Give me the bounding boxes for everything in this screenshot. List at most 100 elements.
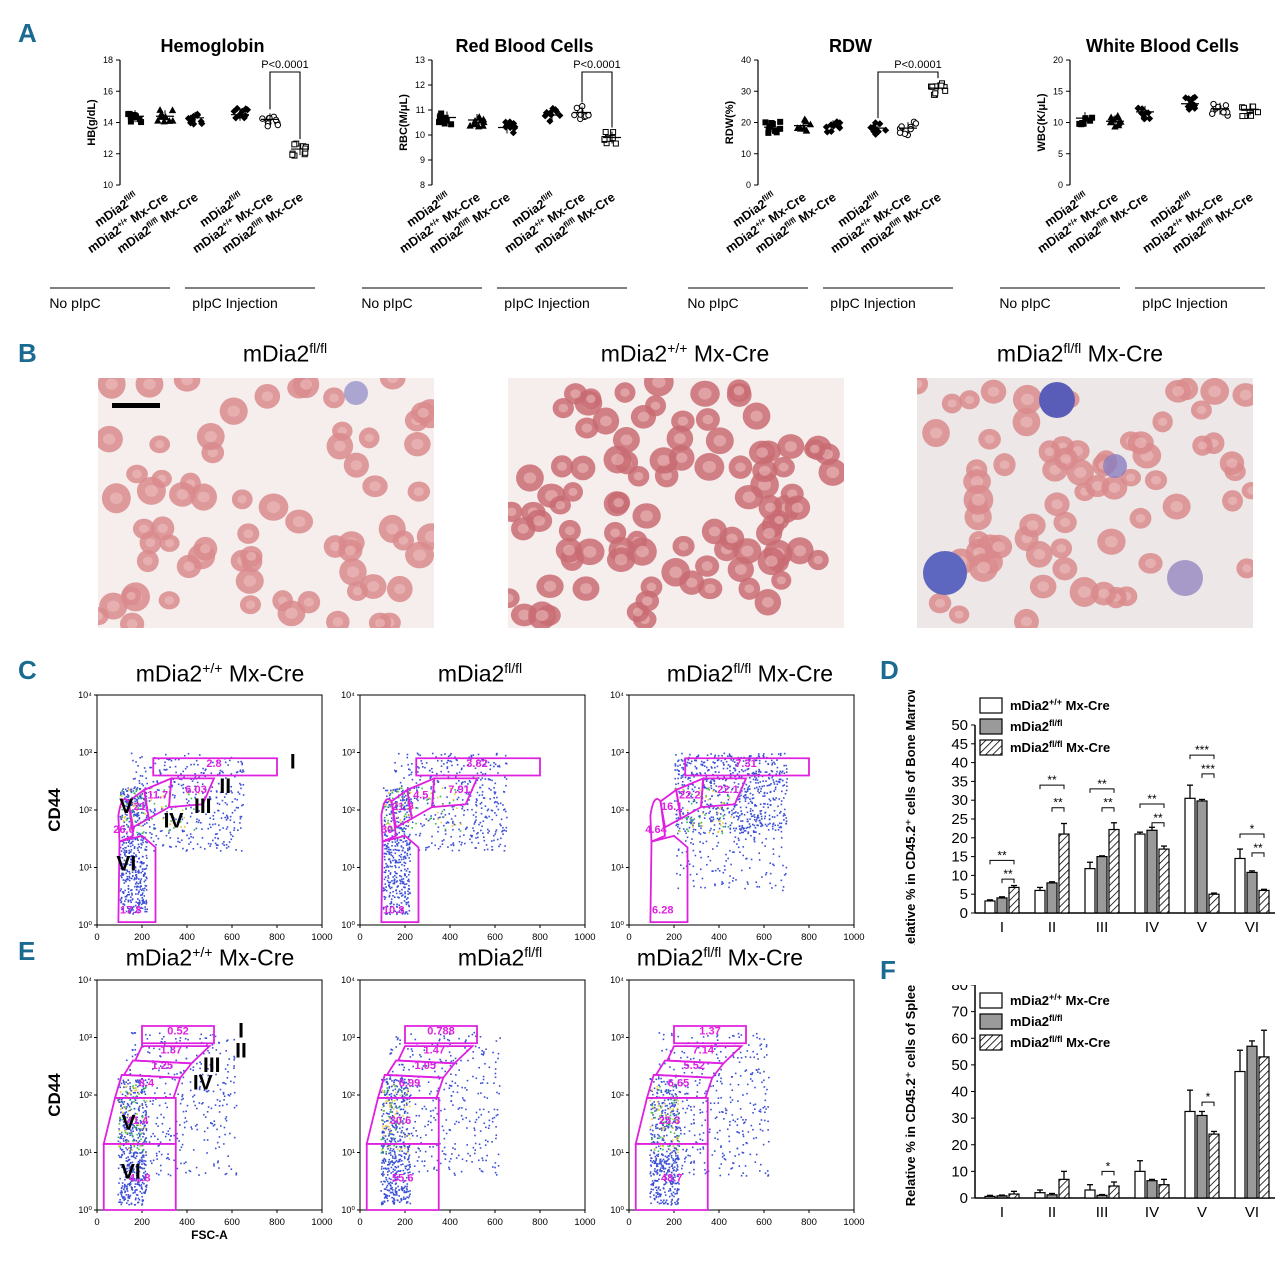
event-dot (170, 1049, 173, 1051)
event-dot (698, 825, 700, 827)
event-dot (215, 796, 218, 799)
event-dot (742, 854, 745, 857)
event-dot (134, 1054, 137, 1056)
event-dot (703, 784, 705, 786)
smear-title-3: mDia2fl/fl Mx-Cre (996, 340, 1164, 367)
event-dot (153, 802, 156, 805)
event-dot (402, 849, 404, 852)
event-dot (388, 886, 391, 888)
event-dot (776, 814, 779, 817)
event-dot (403, 1152, 405, 1155)
event-dot (392, 859, 394, 862)
event-dot (395, 892, 398, 895)
event-dot (132, 815, 135, 817)
event-dot (235, 1172, 238, 1174)
event-dot (123, 1124, 125, 1127)
event-dot (445, 1082, 447, 1085)
event-dot (707, 769, 710, 771)
event-dot (129, 911, 131, 913)
event-dot (201, 1102, 203, 1105)
event-dot (118, 1128, 120, 1130)
event-dot (408, 857, 410, 859)
event-dot (173, 1159, 175, 1162)
event-dot (781, 790, 783, 793)
event-dot (741, 826, 743, 829)
rbc-center (126, 591, 136, 600)
event-dot (384, 898, 386, 900)
event-dot (396, 913, 398, 915)
event-dot (241, 762, 244, 764)
event-dot (461, 841, 463, 844)
event-dot (133, 1171, 136, 1174)
event-dot (709, 859, 712, 862)
event-dot (385, 862, 387, 865)
event-dot (179, 1149, 181, 1151)
event-dot (132, 909, 134, 911)
event-dot (674, 788, 676, 791)
event-dot (689, 818, 692, 820)
event-dot (423, 814, 426, 816)
event-dot (222, 778, 224, 781)
event-dot (403, 886, 405, 889)
event-dot (225, 819, 228, 821)
event-dot (411, 827, 413, 829)
event-dot (745, 858, 747, 860)
event-dot (692, 826, 694, 828)
event-dot (223, 840, 225, 843)
event-dot (141, 870, 144, 873)
event-dot (144, 1110, 146, 1112)
event-dot (441, 843, 444, 845)
event-dot (742, 831, 744, 834)
event-dot (478, 823, 480, 826)
event-dot (398, 811, 400, 813)
event-dot (422, 797, 425, 800)
event-dot (165, 834, 168, 837)
event-dot (405, 840, 408, 842)
event-dot (153, 1047, 155, 1050)
event-dot (763, 795, 766, 797)
event-dot (153, 849, 155, 852)
event-dot (207, 803, 209, 805)
event-dot (401, 785, 403, 787)
event-dot (393, 1083, 395, 1086)
event-dot (698, 816, 701, 819)
data-point (126, 110, 133, 117)
event-dot (187, 1038, 189, 1041)
event-dot (239, 769, 242, 772)
event-dot (135, 790, 138, 793)
event-dot (740, 820, 742, 822)
event-dot (216, 1161, 219, 1164)
event-dot (785, 771, 788, 773)
event-dot (172, 827, 175, 829)
event-dot (386, 844, 388, 847)
event-dot (749, 788, 751, 790)
event-dot (697, 755, 699, 758)
event-dot (404, 886, 406, 889)
event-dot (416, 798, 418, 800)
event-dot (727, 764, 730, 766)
group-label-no-pipc: No pIpC (687, 295, 738, 311)
event-dot (765, 838, 767, 840)
event-dot (118, 1098, 121, 1101)
event-dot (162, 844, 164, 847)
event-dot (712, 818, 715, 821)
event-dot (444, 753, 446, 755)
event-dot (740, 769, 743, 771)
event-dot (721, 883, 723, 886)
rbc-center (1170, 501, 1183, 513)
event-dot (139, 865, 142, 867)
event-dot (128, 839, 131, 842)
event-dot (233, 1091, 236, 1094)
event-dot (235, 1173, 238, 1176)
event-dot (752, 771, 755, 774)
event-dot (771, 776, 773, 779)
event-dot (133, 1100, 135, 1103)
event-dot (207, 1074, 210, 1077)
event-dot (774, 884, 777, 887)
event-dot (725, 860, 727, 862)
event-dot (409, 768, 411, 771)
event-dot (388, 1163, 390, 1166)
event-dot (167, 1133, 170, 1136)
event-dot (141, 1088, 143, 1091)
event-dot (769, 773, 771, 775)
